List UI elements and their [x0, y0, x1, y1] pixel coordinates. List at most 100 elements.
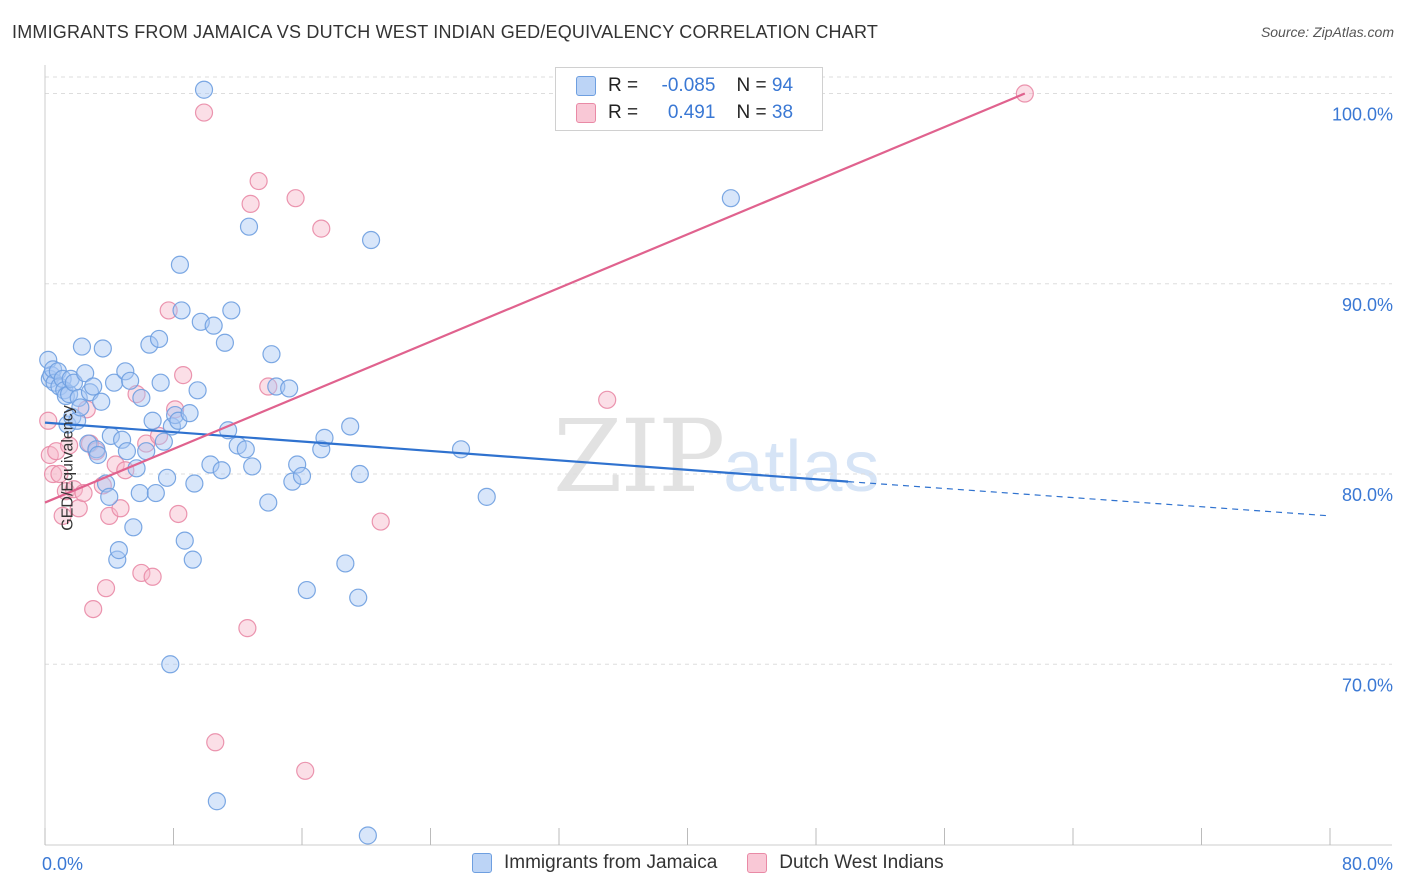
data-point: [283, 472, 302, 491]
data-point: [194, 103, 214, 122]
data-point: [185, 474, 204, 493]
data-point: [132, 563, 151, 583]
data-point: [76, 364, 95, 383]
data-point: [236, 440, 255, 459]
y-tick-label: 90.0%: [1342, 295, 1393, 315]
trend-line-dutch: [44, 92, 1026, 504]
legend-series-name: Dutch West Indians: [779, 852, 944, 873]
source-credit: Source: ZipAtlas.com: [1260, 24, 1394, 40]
legend-r-value: 0.491: [667, 102, 716, 123]
data-point: [132, 388, 151, 408]
data-point: [598, 390, 617, 409]
data-point: [238, 619, 257, 638]
trend-line-jamaica-extension: [848, 481, 1331, 517]
series-immigrants-from-jamaica: [39, 80, 740, 845]
data-point: [59, 436, 79, 455]
data-point: [207, 792, 226, 811]
y-axis-label: GED/Equivalency: [59, 405, 77, 531]
data-point: [53, 506, 72, 525]
watermark: ZIPatlas: [553, 398, 880, 515]
data-point: [159, 301, 178, 320]
data-point: [286, 189, 305, 208]
data-point: [204, 316, 223, 335]
watermark-atlas: atlas: [723, 427, 881, 507]
data-point: [64, 480, 84, 499]
data-point: [341, 417, 360, 436]
data-point: [109, 541, 128, 560]
data-point: [201, 455, 220, 474]
x-tick-label: 0.0%: [42, 854, 83, 874]
trend-lines: [44, 92, 1331, 517]
data-point: [72, 337, 92, 356]
data-point: [166, 400, 185, 419]
data-point: [174, 365, 193, 385]
data-point: [259, 493, 278, 512]
legend-swatch-blue: [472, 853, 492, 873]
data-point: [146, 483, 165, 503]
data-point: [215, 333, 234, 352]
data-point: [69, 388, 88, 408]
data-point: [212, 461, 231, 480]
legend-swatch-blue: [576, 76, 596, 96]
tick-labels: 70.0% 80.0% 90.0% 100.0% 0.0% 80.0%: [42, 105, 1393, 874]
data-point: [149, 329, 169, 349]
data-point: [130, 483, 149, 503]
data-point: [358, 826, 377, 845]
data-point: [721, 189, 740, 208]
legend-n-value: 94: [771, 75, 794, 96]
legend-n-label: N =: [736, 75, 767, 96]
data-point: [96, 579, 116, 598]
grid-lines: [45, 76, 1392, 665]
data-point: [350, 464, 369, 484]
data-point: [111, 499, 130, 518]
y-tick-label: 70.0%: [1342, 675, 1393, 695]
trend-line-jamaica: [44, 421, 849, 483]
legend-n-label: N =: [736, 102, 767, 123]
data-point: [194, 80, 214, 99]
legend-row-jamaica: R = -0.085 N = 94: [576, 74, 793, 98]
data-point: [143, 411, 162, 430]
series-legend: Immigrants from Jamaica Dutch West India…: [472, 852, 974, 874]
y-tick-label: 100.0%: [1332, 105, 1393, 125]
y-tick-label: 80.0%: [1342, 485, 1393, 505]
data-point: [170, 255, 190, 274]
data-point: [243, 457, 262, 476]
data-point: [349, 588, 368, 607]
chart-title: IMMIGRANTS FROM JAMAICA VS DUTCH WEST IN…: [12, 22, 879, 42]
data-point: [175, 531, 194, 550]
data-point: [151, 373, 170, 392]
data-point: [84, 599, 103, 619]
data-point: [288, 455, 307, 474]
data-point: [371, 512, 390, 531]
legend-series-name: Immigrants from Jamaica: [504, 852, 718, 873]
data-point: [93, 339, 112, 358]
data-point: [262, 345, 281, 364]
data-point: [292, 466, 312, 486]
data-point: [121, 371, 140, 390]
data-point: [71, 398, 90, 417]
data-point: [157, 468, 177, 487]
data-point: [154, 432, 173, 451]
data-point: [206, 733, 225, 752]
legend-n-value: 38: [771, 102, 794, 123]
data-point: [361, 230, 381, 250]
legend-swatch-pink: [576, 103, 596, 123]
data-point: [161, 655, 180, 674]
data-point: [50, 464, 69, 484]
x-tick-label: 80.0%: [1342, 854, 1393, 874]
data-point: [336, 554, 355, 573]
data-point: [140, 335, 159, 354]
data-point: [312, 440, 331, 459]
data-point: [59, 385, 79, 404]
data-point: [166, 405, 185, 425]
data-point: [188, 381, 207, 400]
watermark-zip: ZIP: [553, 398, 725, 515]
legend-r-value: -0.085: [661, 75, 716, 96]
data-point: [312, 219, 331, 238]
legend-swatch-pink: [747, 853, 768, 873]
data-point: [39, 411, 58, 430]
data-point: [43, 464, 63, 484]
data-point: [117, 442, 137, 461]
data-point: [296, 761, 315, 780]
